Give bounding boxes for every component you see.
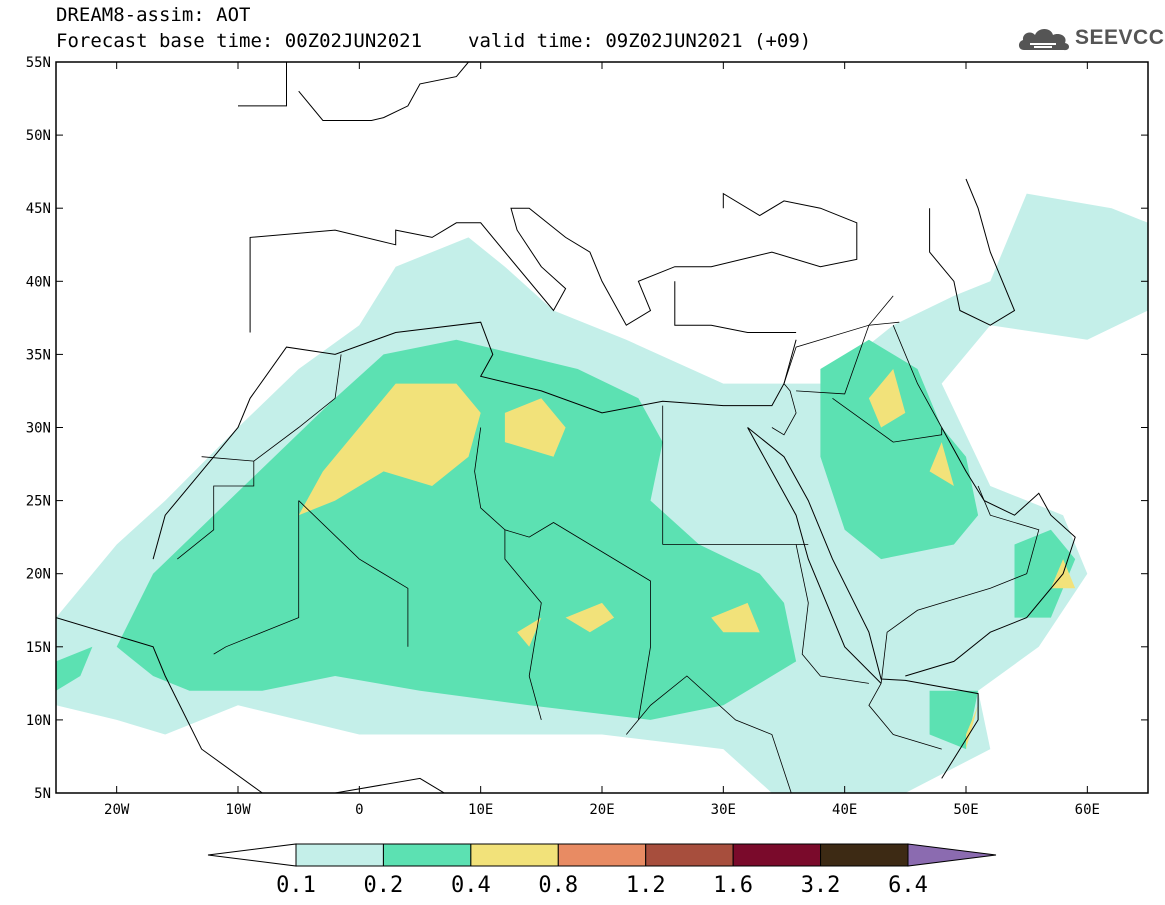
colorbar-segment-5 — [732, 843, 822, 867]
aot-region-2-3 — [565, 602, 615, 633]
aot-region-1-2 — [1014, 529, 1076, 618]
colorbar-low-arrow — [207, 843, 297, 867]
cloud-icon — [1018, 29, 1070, 51]
lon-label-7: 50E — [953, 802, 978, 818]
axis-ticks: 55N 50N 45N 40N 35N 30N 25N 20N 15N 10N 5N 20W 10W 0 1… — [26, 55, 1148, 818]
colorbar-segment-1 — [382, 843, 472, 867]
colorbar-label-7: 6.4 — [888, 873, 928, 898]
border-line-8 — [771, 383, 797, 436]
cloud-lines — [1030, 43, 1056, 48]
lat-label-3: 40N — [26, 274, 51, 290]
aot-region-2-6 — [929, 442, 954, 486]
lat-label-6: 25N — [26, 494, 51, 510]
lat-label-1: 50N — [26, 128, 51, 144]
border-line-16 — [625, 675, 792, 793]
border-line-13 — [880, 485, 1040, 684]
colorbar-label-1: 0.2 — [364, 873, 404, 898]
coastline-9 — [929, 178, 1016, 326]
border-line-10 — [832, 397, 943, 443]
border-line-12 — [783, 295, 894, 384]
colorbar: 0.1 0.2 0.4 0.8 1.2 1.6 3.2 6.4 — [207, 843, 997, 898]
map-title: DREAM8-assim: AOT — [56, 4, 251, 26]
colorbar-label-2: 0.4 — [451, 873, 491, 898]
coastline-4 — [905, 427, 1076, 677]
aot-region-2-0 — [298, 383, 481, 516]
aot-contours — [56, 193, 1148, 793]
aot-region-1-1 — [820, 339, 979, 560]
border-line-11 — [892, 325, 943, 428]
border-line-1 — [177, 461, 255, 560]
seevccc-logo: SEEVCCC — [1016, 22, 1165, 56]
lat-label-2: 45N — [26, 201, 51, 217]
valid-time: valid time: 09Z02JUN2021 (+09) — [468, 30, 812, 52]
country-borders — [177, 295, 1040, 793]
aot-region-2-1 — [504, 398, 566, 457]
forecast-base-time: Forecast base time: 00Z02JUN2021 — [56, 30, 423, 52]
colorbar-segment-6 — [820, 843, 909, 867]
coastline-0 — [56, 617, 446, 793]
lat-label-8: 15N — [26, 640, 51, 656]
colorbar-label-5: 1.6 — [713, 873, 753, 898]
colorbar-label-0: 0.1 — [276, 873, 316, 898]
coastline-1 — [152, 321, 797, 560]
coastlines — [56, 62, 1076, 793]
time-info: Forecast base time: 00Z02JUN2021 valid ti… — [56, 30, 811, 52]
aot-region-1-3 — [929, 690, 979, 750]
coastline-2 — [747, 427, 979, 779]
border-line-2 — [213, 500, 300, 655]
lon-label-5: 30E — [711, 802, 736, 818]
aot-region-2-5 — [868, 369, 906, 428]
aot-region-2-2 — [517, 617, 542, 647]
coastline-8 — [238, 62, 287, 107]
colorbar-label-4: 1.2 — [626, 873, 666, 898]
lon-label-8: 60E — [1075, 802, 1100, 818]
lat-label-4: 35N — [26, 347, 51, 363]
colorbar-label-3: 0.8 — [538, 873, 578, 898]
coastline-5 — [249, 192, 858, 333]
lat-label-10: 5N — [34, 786, 51, 802]
border-line-3 — [298, 500, 409, 647]
border-line-4 — [504, 529, 542, 721]
border-line-9 — [796, 321, 900, 395]
aot-region-2-4 — [711, 602, 760, 633]
lon-label-3: 10E — [468, 802, 493, 818]
coastline-6 — [674, 281, 797, 333]
colorbar-label-6: 3.2 — [801, 873, 841, 898]
border-line-0 — [201, 354, 342, 462]
border-line-14 — [868, 683, 942, 750]
coastline-7 — [298, 62, 469, 121]
lat-label-9: 10N — [26, 713, 51, 729]
lon-label-1: 10W — [225, 802, 251, 818]
lat-label-0: 55N — [26, 55, 51, 71]
lon-label-2: 0 — [355, 802, 363, 818]
lon-label-0: 20W — [104, 802, 130, 818]
colorbar-segment-2 — [470, 843, 559, 867]
aot-region-1-0 — [116, 339, 797, 720]
logo-text: SEEVCCC — [1075, 26, 1165, 49]
aot-region-1-4 — [56, 646, 93, 691]
border-line-15 — [795, 544, 869, 684]
lon-label-6: 40E — [832, 802, 857, 818]
colorbar-segment-0 — [295, 843, 384, 867]
aot-region-2-8 — [966, 705, 979, 750]
colorbar-segment-3 — [557, 843, 647, 867]
colorbar-high-arrow — [907, 843, 997, 867]
border-line-5 — [474, 427, 651, 720]
colorbar-segment-4 — [645, 843, 734, 867]
coastline-3 — [747, 427, 882, 684]
lat-label-5: 30N — [26, 421, 51, 437]
lon-label-4: 20E — [589, 802, 614, 818]
lat-label-7: 20N — [26, 567, 51, 583]
